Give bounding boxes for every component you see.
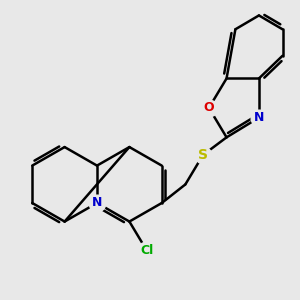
Text: O: O — [204, 101, 214, 114]
Text: S: S — [198, 148, 208, 162]
Text: N: N — [254, 111, 264, 124]
Text: Cl: Cl — [140, 244, 154, 257]
Text: N: N — [92, 196, 102, 209]
